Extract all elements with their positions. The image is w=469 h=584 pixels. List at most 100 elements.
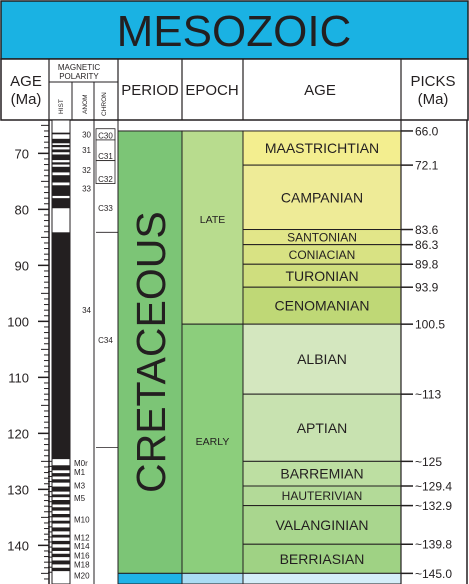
anomaly-label: M0r — [74, 459, 88, 468]
axis-tick-label: 140 — [7, 538, 29, 553]
normal-polarity-band — [52, 465, 70, 471]
stage-label: TURONIAN — [285, 268, 358, 284]
epoch-column: LATE EARLY — [181, 130, 244, 584]
normal-polarity-band — [52, 500, 70, 505]
normal-polarity-band — [52, 473, 70, 477]
pick-label: 100.5 — [415, 318, 445, 332]
stage-label: BARREMIAN — [280, 466, 363, 482]
stage-header: AGE — [304, 82, 336, 99]
chart-title: MESOZOIC — [117, 7, 352, 56]
normal-polarity-band — [52, 185, 70, 196]
period-label: CRETACEOUS — [128, 211, 174, 493]
picks-header-line2: (Ma) — [418, 91, 449, 108]
pick-label: ~125 — [415, 455, 442, 469]
chron-label: C30 — [98, 131, 113, 140]
chron-label: C34 — [98, 336, 113, 345]
pick-label: ~132.9 — [415, 499, 452, 513]
anomaly-label: M16 — [74, 551, 90, 560]
axis-tick-label: 110 — [8, 370, 29, 385]
anomaly-label: M12 — [74, 534, 90, 543]
anomaly-label: 34 — [82, 306, 91, 315]
header-row — [0, 58, 469, 121]
epoch-band — [181, 323, 244, 574]
normal-polarity-band — [52, 560, 70, 565]
normal-polarity-band — [52, 534, 70, 538]
anomaly-label: 31 — [82, 146, 91, 155]
next-period-band — [117, 572, 183, 584]
pick-label: 83.6 — [415, 223, 439, 237]
chron-label: C31 — [98, 152, 113, 161]
normal-polarity-band — [52, 514, 70, 518]
pick-label: 93.9 — [415, 281, 439, 295]
anomaly-label: 33 — [82, 185, 91, 194]
normal-polarity-band — [52, 567, 70, 572]
age-axis-header-line1: AGE — [10, 73, 42, 90]
pick-label: 89.8 — [415, 258, 439, 272]
normal-polarity-band — [52, 154, 70, 161]
normal-polarity-band — [52, 166, 70, 173]
picks-header-line1: PICKS — [410, 73, 455, 90]
anom-header: ANOM — [82, 95, 89, 115]
pick-label: 86.3 — [415, 238, 439, 252]
anomaly-label: 30 — [82, 130, 91, 139]
normal-polarity-band — [52, 175, 70, 183]
age-axis-header-line2: (Ma) — [11, 91, 42, 108]
stage-band — [242, 323, 402, 395]
epoch-label: EARLY — [196, 436, 230, 448]
normal-polarity-band — [52, 507, 70, 511]
epoch-band — [181, 130, 244, 325]
stage-band — [242, 460, 402, 487]
chron-label: C33 — [98, 204, 113, 213]
stage-label: MAASTRICHTIAN — [265, 140, 379, 156]
axis-tick-label: 90 — [15, 258, 29, 273]
epoch-header: EPOCH — [185, 82, 238, 99]
stage-band — [242, 286, 402, 325]
normal-polarity-band — [52, 162, 70, 165]
magnetic-header-line2: POLARITY — [59, 72, 99, 81]
epoch-label: LATE — [200, 214, 225, 226]
chron-box — [95, 160, 116, 184]
next-stage-band — [242, 572, 402, 584]
stage-band — [242, 164, 402, 231]
next-epoch-band — [181, 572, 244, 584]
magnetic-header-line1: MAGNETIC — [58, 63, 100, 72]
axis-tick-label: 80 — [15, 202, 29, 217]
axis-tick-label: 130 — [7, 482, 29, 497]
normal-polarity-band — [52, 540, 70, 545]
anomaly-label: M1 — [74, 468, 86, 477]
normal-polarity-band — [52, 527, 70, 532]
normal-polarity-band — [52, 520, 70, 524]
stage-band — [242, 505, 402, 545]
stage-label: CONIACIAN — [289, 248, 356, 262]
hist-header: HIST — [58, 99, 65, 114]
anomaly-label: M5 — [74, 494, 86, 503]
anomaly-label: 32 — [82, 166, 91, 175]
chron-label: C32 — [98, 175, 113, 184]
pick-label: ~139.8 — [415, 538, 452, 552]
chron-header: CHRON — [101, 92, 108, 116]
period-column: CRETACEOUS — [117, 130, 183, 584]
axis-tick-label: 70 — [15, 146, 29, 161]
pick-label: ~113 — [415, 388, 441, 402]
normal-polarity-band — [52, 132, 70, 135]
anomaly-label: M20 — [74, 572, 90, 581]
anomaly-label: M10 — [74, 516, 90, 525]
pick-label: 66.0 — [415, 124, 439, 138]
normal-polarity-band — [52, 494, 70, 498]
chron-column: C30 C31 C32 C33 C34 — [95, 120, 119, 584]
normal-polarity-band — [52, 144, 70, 148]
pick-label: ~129.4 — [415, 480, 452, 494]
anomaly-label: M18 — [74, 560, 90, 569]
stage-label: CENOMANIAN — [275, 298, 370, 314]
stage-label: APTIAN — [297, 420, 348, 436]
stage-label: VALANGINIAN — [275, 517, 368, 533]
polarity-histogram — [48, 119, 71, 584]
stage-band — [242, 393, 402, 462]
age-axis: 70 80 90 100 110 120 130 140 — [7, 120, 50, 584]
normal-polarity-band — [52, 547, 70, 551]
pick-label: 72.1 — [415, 159, 439, 173]
stage-label: CAMPANIAN — [281, 189, 363, 205]
axis-tick-label: 120 — [7, 426, 29, 441]
